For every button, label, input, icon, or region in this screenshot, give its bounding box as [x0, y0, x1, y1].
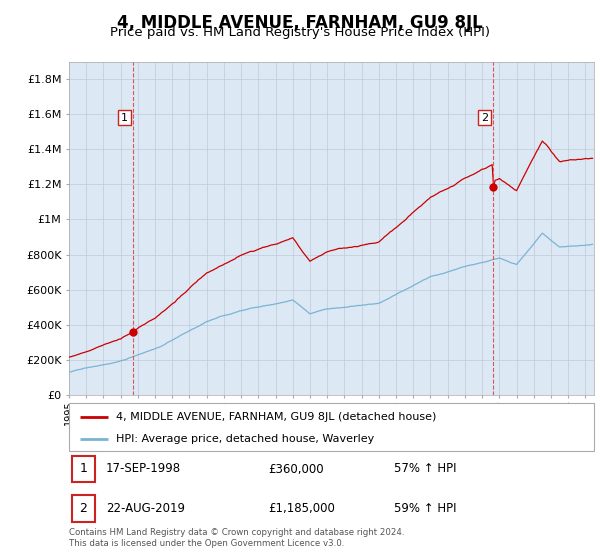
Text: 22-AUG-2019: 22-AUG-2019 — [106, 502, 185, 515]
Text: 17-SEP-1998: 17-SEP-1998 — [106, 463, 181, 475]
Text: 1: 1 — [121, 113, 128, 123]
Text: Contains HM Land Registry data © Crown copyright and database right 2024.
This d: Contains HM Land Registry data © Crown c… — [69, 528, 404, 548]
Text: £360,000: £360,000 — [269, 463, 324, 475]
Text: 4, MIDDLE AVENUE, FARNHAM, GU9 8JL: 4, MIDDLE AVENUE, FARNHAM, GU9 8JL — [117, 14, 483, 32]
Text: 2: 2 — [79, 502, 88, 515]
Text: 59% ↑ HPI: 59% ↑ HPI — [395, 502, 457, 515]
FancyBboxPatch shape — [69, 403, 594, 451]
Text: HPI: Average price, detached house, Waverley: HPI: Average price, detached house, Wave… — [116, 434, 374, 444]
Text: Price paid vs. HM Land Registry's House Price Index (HPI): Price paid vs. HM Land Registry's House … — [110, 26, 490, 39]
Text: 2: 2 — [481, 113, 488, 123]
Text: £1,185,000: £1,185,000 — [269, 502, 335, 515]
Text: 1: 1 — [79, 463, 88, 475]
FancyBboxPatch shape — [71, 456, 95, 482]
FancyBboxPatch shape — [71, 495, 95, 521]
Text: 4, MIDDLE AVENUE, FARNHAM, GU9 8JL (detached house): 4, MIDDLE AVENUE, FARNHAM, GU9 8JL (deta… — [116, 412, 437, 422]
Text: 57% ↑ HPI: 57% ↑ HPI — [395, 463, 457, 475]
